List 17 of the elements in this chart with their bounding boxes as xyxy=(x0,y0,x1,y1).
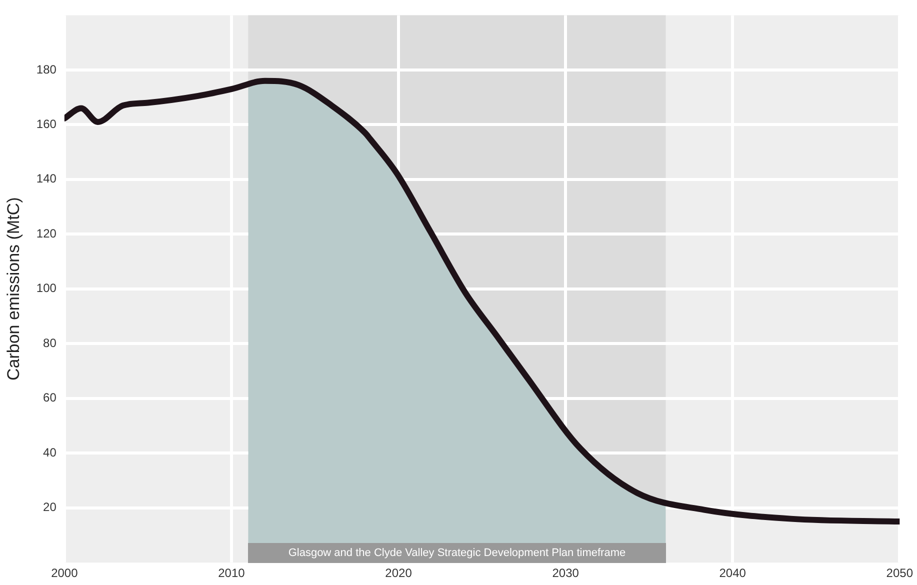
y-tick-label: 180 xyxy=(36,62,57,76)
caption-box: Glasgow and the Clyde Valley Strategic Development Plan timeframe xyxy=(248,542,666,563)
x-tick-label: 2040 xyxy=(719,566,746,580)
x-tick-label: 2000 xyxy=(51,566,78,580)
x-tick-label: 2050 xyxy=(886,566,914,580)
x-tick-label: 2020 xyxy=(385,566,412,580)
x-tick-label: 2030 xyxy=(552,566,580,580)
x-tick-label: 2010 xyxy=(218,566,246,580)
y-tick-label: 160 xyxy=(36,116,57,131)
y-tick-label: 120 xyxy=(36,226,57,240)
y-tick-label: 60 xyxy=(43,390,57,405)
y-tick-label: 80 xyxy=(43,336,57,350)
y-axis-title: Carbon emissions (MtC) xyxy=(4,197,23,381)
y-tick-label: 40 xyxy=(43,445,57,460)
y-tick-label: 100 xyxy=(36,281,57,296)
y-tick-label: 140 xyxy=(36,172,57,186)
y-tick-label: 20 xyxy=(43,500,57,514)
